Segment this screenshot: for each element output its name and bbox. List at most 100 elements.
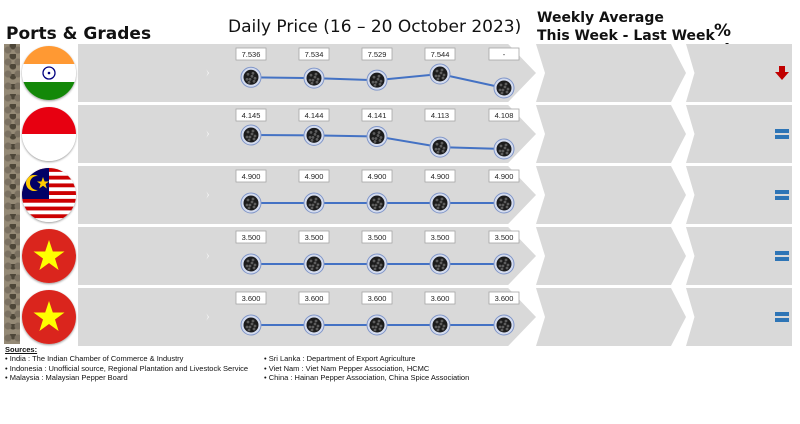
price-point [429,192,451,214]
price-point [493,192,515,214]
weekly-average-cell [536,288,686,346]
price-point [493,314,515,336]
svg-text:7.544: 7.544 [431,50,450,59]
data-label: 4.113 [424,108,456,122]
price-point [303,67,325,89]
svg-text:3.600: 3.600 [495,294,514,303]
price-point [366,126,388,148]
data-label: 4.900 [424,169,456,183]
data-label: 7.534 [298,47,330,61]
price-point [366,69,388,91]
table-row: 3.500 3.500 3.500 3.500 3.500 [0,227,800,285]
percent-change-cell [686,166,792,224]
data-label: 3.500 [488,230,520,244]
data-label: 4.141 [361,108,393,122]
port-cell [78,288,208,346]
svg-text:7.529: 7.529 [368,50,387,59]
vietnam-flag-icon [22,229,76,283]
data-label: 4.900 [361,169,393,183]
svg-text:3.600: 3.600 [431,294,450,303]
source-item: • Viet Nam : Viet Nam Pepper Association… [264,363,430,373]
percent-change-cell [686,227,792,285]
sources-right-list: • Sri Lanka : Department of Export Agric… [264,354,524,383]
down-arrow-icon [774,66,790,80]
svg-text:3.600: 3.600 [368,294,387,303]
svg-text:7.536: 7.536 [242,50,261,59]
data-label: 3.600 [488,291,520,305]
data-label: 3.500 [235,230,267,244]
source-item: • Indonesia : Unofficial source, Regiona… [5,363,249,373]
data-label: 7.536 [235,47,267,61]
equal-icon [774,249,790,263]
svg-text:4.108: 4.108 [495,111,514,120]
svg-text:3.600: 3.600 [305,294,324,303]
india-flag-icon [22,46,76,100]
svg-text:4.145: 4.145 [242,111,261,120]
price-point [303,192,325,214]
svg-text:4.900: 4.900 [305,172,324,181]
peppercorn-background [4,44,20,344]
malaysia-flag-icon [22,168,76,222]
percent-change-cell [686,44,792,102]
source-item: • India : The Indian Chamber of Commerce… [5,354,184,363]
daily-price-chart: 3.500 3.500 3.500 3.500 3.500 [235,230,520,275]
price-point [366,192,388,214]
svg-text:4.144: 4.144 [305,111,324,120]
table-row: 4.145 4.144 4.141 4.113 4.108 [0,105,800,163]
price-point [240,314,262,336]
price-point [303,314,325,336]
port-cell [78,44,208,102]
daily-price-chart: 3.600 3.600 3.600 3.600 3.600 [235,291,520,336]
price-point [429,136,451,158]
equal-icon [774,310,790,324]
data-label: 4.900 [488,169,520,183]
svg-text:4.900: 4.900 [495,172,514,181]
price-point [366,314,388,336]
data-label: - [488,47,520,61]
svg-text:4.900: 4.900 [368,172,387,181]
data-label: 7.544 [424,47,456,61]
svg-text:3.500: 3.500 [305,233,324,242]
weekly-average-line2: This Week - Last Week [537,28,715,44]
data-label: 3.500 [298,230,330,244]
data-label: 4.145 [235,108,267,122]
source-item: • China : Hainan Pepper Association, Chi… [264,373,470,382]
price-point [366,253,388,275]
ports-grades-header: Ports & Grades [6,24,152,44]
table-row: 4.900 4.900 4.900 4.900 4.900 [0,166,800,224]
vietnam-flag-icon [22,290,76,344]
port-cell [78,227,208,285]
data-label: 4.144 [298,108,330,122]
svg-text:4.900: 4.900 [431,172,450,181]
price-point [493,77,515,99]
data-label: 4.900 [235,169,267,183]
daily-price-chart: 7.536 7.534 7.529 7.544 - [235,47,520,99]
price-point [240,66,262,88]
table-row: 3.600 3.600 3.600 3.600 3.600 [0,288,800,346]
indonesia-flag-icon [22,107,76,161]
data-label: 4.108 [488,108,520,122]
data-label: 3.600 [361,291,393,305]
price-point [303,253,325,275]
weekly-average-cell [536,227,686,285]
svg-text:3.500: 3.500 [368,233,387,242]
weekly-average-cell [536,44,686,102]
svg-text:4.900: 4.900 [242,172,261,181]
data-label: 7.529 [361,47,393,61]
weekly-average-header: Weekly Average This Week - Last Week [537,9,715,45]
source-item: • Sri Lanka : Department of Export Agric… [264,354,416,363]
sources-left-list: • India : The Indian Chamber of Commerce… [5,354,265,383]
weekly-average-cell [536,105,686,163]
port-cell [78,166,208,224]
svg-text:3.500: 3.500 [495,233,514,242]
data-label: 3.500 [424,230,456,244]
price-point [303,124,325,146]
percent-change-cell [686,105,792,163]
svg-text:4.113: 4.113 [431,111,449,120]
equal-icon [774,127,790,141]
daily-price-chart: 4.900 4.900 4.900 4.900 4.900 [235,169,520,214]
data-label: 3.500 [361,230,393,244]
data-label: 4.900 [298,169,330,183]
weekly-average-cell [536,166,686,224]
data-label: 3.600 [424,291,456,305]
